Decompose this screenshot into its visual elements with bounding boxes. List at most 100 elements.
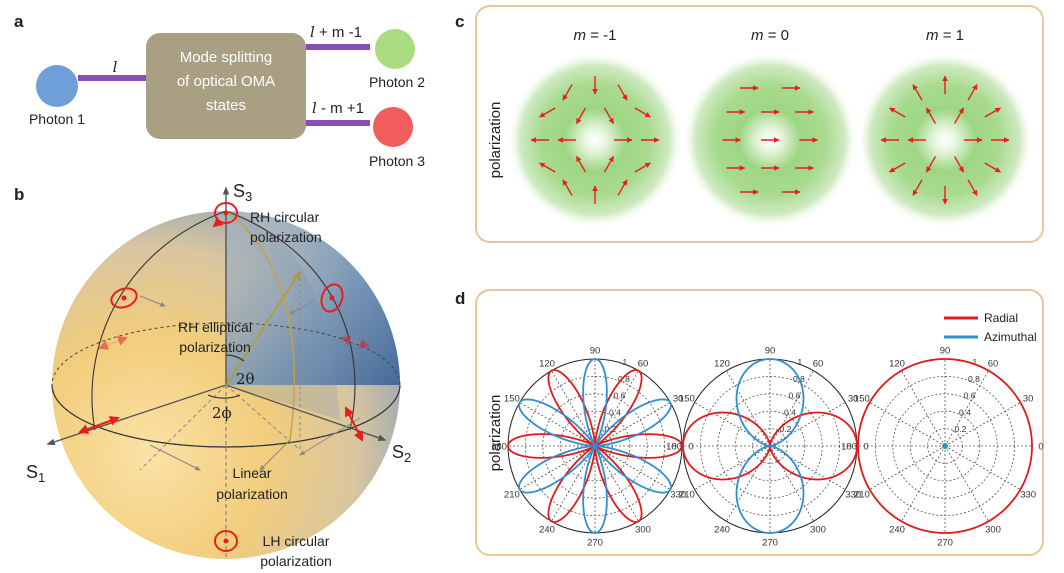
legend-radial-label: Radial [984, 311, 1018, 325]
field-arrow-m-1 [967, 84, 978, 101]
field-arrow-m-1 [953, 156, 965, 173]
glow-m-1 [857, 52, 1033, 228]
field-arrow-m-minus1 [562, 179, 573, 196]
field-arrow-m-minus1 [617, 84, 628, 101]
panel-d-frame [475, 289, 1044, 556]
polar-grid-spoke [769, 445, 814, 522]
polar-radial-tick: 0.2 [955, 424, 967, 434]
sphere-equator-front [51, 384, 401, 448]
polar-grid-spoke [551, 445, 596, 522]
linear-marker-s2 [345, 406, 363, 442]
polar-angle-tick: 120 [539, 358, 555, 369]
polar-angle-tick: 60 [988, 358, 999, 369]
azimuthal-curve [942, 443, 948, 449]
box-text-1: Mode splitting [180, 49, 273, 66]
polar-angle-tick: 180 [666, 442, 682, 453]
polar-angle-tick: 150 [854, 394, 870, 405]
field-arrow-m-minus1 [539, 162, 556, 173]
photon3-circle [373, 107, 413, 147]
polar-grid-spoke [944, 445, 1021, 490]
polar-angle-tick: 270 [762, 538, 778, 549]
field-arrow-m-1 [925, 107, 937, 124]
field-arrow-m-1 [967, 179, 978, 196]
polar-radial-tick: 0.4 [784, 407, 796, 417]
polar-grid-ring [909, 410, 981, 482]
meridian-gold [225, 210, 295, 441]
proj-line-1 [139, 384, 227, 471]
photon2-circle [375, 29, 415, 69]
polar-angle-tick: 300 [635, 525, 651, 536]
field-arrow-m-minus1 [575, 107, 587, 125]
polar-grid-spoke [901, 445, 946, 522]
field-arrow-m-1 [984, 107, 1001, 118]
polar-grid-spoke [869, 402, 946, 447]
meridian-right [225, 210, 356, 431]
polar-radial-tick: 0.6 [789, 391, 801, 401]
radial-curve [507, 369, 683, 523]
panel-c-title-2: m = 0 [751, 27, 789, 44]
label-bottom: l - m +1 [312, 99, 364, 117]
polar-grid-spoke [726, 445, 771, 522]
field-arrow-m-minus1 [539, 107, 556, 118]
field-arrow-m-1 [889, 107, 906, 118]
box-text-3: states [206, 97, 246, 114]
polar-grid-spoke [594, 370, 639, 447]
polar-angle-tick: 120 [714, 358, 730, 369]
polar-angle-tick: 120 [889, 358, 905, 369]
polar-angle-tick: 30 [848, 394, 859, 405]
field-arrow-m-1 [889, 162, 906, 173]
legend: Radial Azimuthal [944, 311, 1037, 344]
field-arrow-m-minus1 [562, 84, 573, 101]
photon1-circle [36, 65, 78, 107]
legend-azimuthal-label: Azimuthal [984, 330, 1037, 344]
phi-arc [207, 394, 241, 399]
panel-a: a Photon 1 l Mode splitting of optical O… [14, 12, 425, 169]
dot-right [329, 295, 335, 301]
pointer-4 [259, 439, 291, 471]
polar-grid-spoke [594, 445, 639, 522]
field-arrow-m-1 [953, 107, 965, 124]
linear-marker-s1 [78, 416, 120, 434]
field-arrow-m-1 [984, 162, 1001, 173]
field-arrow-m-1 [912, 84, 923, 101]
polar-radial-tick: 0.8 [618, 374, 630, 384]
panel-c-title-3: m = 1 [926, 27, 964, 44]
state-vector [225, 270, 302, 386]
polar-radial-tick: 1 [623, 357, 628, 367]
field-arrow-m-minus1 [575, 155, 587, 173]
polar-angle-tick: 240 [889, 525, 905, 536]
s1-label: S1 [26, 462, 45, 485]
panel-d: d polarization Radial Azimuthal 0 30 60 90 1… [455, 289, 1044, 556]
polar-angle-tick: 180 [491, 442, 507, 453]
polar-angle-tick: 240 [714, 525, 730, 536]
theta-label: 2θ [236, 370, 255, 388]
polar-angle-tick: 330 [670, 490, 686, 501]
faint-marker-left [98, 336, 128, 350]
rh-circular-label-1: RH circular [250, 209, 320, 225]
polar-grid-spoke [594, 445, 671, 490]
field-arrow-m-1 [912, 179, 923, 196]
polar-grid-spoke [901, 370, 946, 447]
polar-radial-tick: 1 [798, 357, 803, 367]
polar-grid-spoke [944, 370, 989, 447]
panel-b: b [14, 181, 411, 569]
field-arrow-m-minus1 [634, 162, 651, 173]
polar-chart-1: 0 30 60 90 120 150 180 210 240 270 300 330 0.2 0.4 0.6… [491, 346, 694, 549]
polar-angle-tick: 0 [1038, 442, 1043, 453]
dot-bottom [223, 538, 229, 544]
rh-elliptical-label-2: polarization [179, 339, 251, 355]
rh-ellipse-left [110, 287, 138, 309]
panel-c: c polarization m = -1 m = 0 m = 1 [455, 5, 1044, 243]
dot-left [121, 295, 127, 301]
polar-angle-tick: 90 [590, 346, 601, 357]
phi-label: 2ϕ [212, 404, 232, 422]
field-arrow-m-minus1 [603, 155, 615, 173]
polar-angle-tick: 60 [638, 358, 649, 369]
panel-b-letter: b [14, 185, 24, 204]
field-arrow-m-minus1 [617, 179, 628, 196]
panel-c-ylabel: polarization [487, 102, 504, 179]
polar-grid-spoke [551, 370, 596, 447]
polar-chart-2: 03060901201501802102402703003300.20.40.6… [666, 346, 869, 549]
polar-angle-tick: 150 [504, 394, 520, 405]
